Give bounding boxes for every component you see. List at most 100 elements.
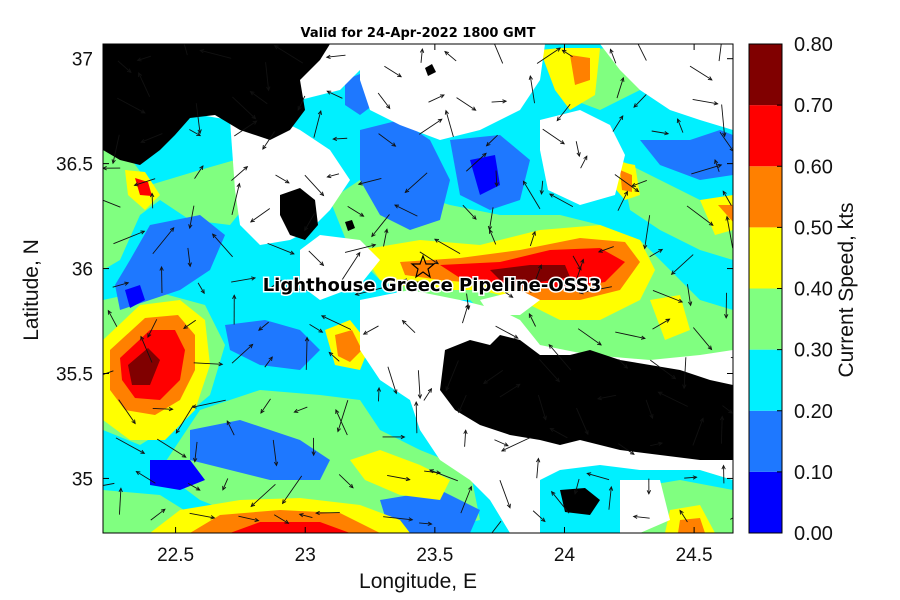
current-arrowhead bbox=[636, 39, 639, 43]
current-arrowhead bbox=[720, 35, 723, 39]
current-arrow bbox=[577, 328, 602, 346]
current-arrowhead bbox=[664, 131, 670, 136]
current-arrow bbox=[541, 180, 544, 195]
colorbar-label: Current Speed, kts bbox=[835, 202, 858, 377]
current-arrow bbox=[140, 133, 163, 143]
current-arrow bbox=[633, 515, 650, 519]
colorbar: 0.00 0.10 0.20 0.30 0.40 0.50 0.60 0.70 0.80 bbox=[748, 34, 833, 545]
current-arrow bbox=[637, 44, 647, 61]
current-arrow bbox=[387, 475, 410, 481]
current-arrow bbox=[264, 356, 273, 368]
current-arrow bbox=[193, 362, 223, 365]
current-arrowhead bbox=[140, 230, 146, 235]
contour-band bbox=[640, 130, 733, 180]
current-arrowhead bbox=[131, 419, 136, 425]
current-arrow bbox=[536, 47, 561, 64]
current-arrow bbox=[460, 486, 472, 514]
current-arrow bbox=[671, 254, 694, 275]
x-axis: 22.5 23 23.5 24 24.5 bbox=[157, 44, 713, 566]
current-arrowhead bbox=[317, 109, 322, 115]
current-arrowhead bbox=[657, 391, 663, 396]
current-arrowhead bbox=[482, 152, 487, 158]
current-arrowhead bbox=[226, 420, 231, 426]
current-arrowhead bbox=[578, 290, 584, 295]
current-arrowhead bbox=[688, 301, 693, 307]
current-arrow bbox=[423, 388, 432, 401]
current-arrowhead bbox=[623, 364, 629, 369]
current-arrow bbox=[529, 75, 535, 104]
current-arrowhead bbox=[539, 190, 544, 196]
current-arrowhead bbox=[728, 409, 733, 414]
current-arrowhead bbox=[326, 173, 332, 179]
contour-band bbox=[620, 170, 632, 192]
current-arrow bbox=[598, 246, 614, 253]
current-arrowhead bbox=[140, 335, 145, 341]
current-arrowhead bbox=[500, 447, 506, 452]
current-arrowhead bbox=[632, 514, 638, 519]
current-arrow bbox=[692, 98, 718, 105]
current-arrowhead bbox=[713, 101, 719, 106]
current-arrow bbox=[434, 238, 461, 255]
current-arrow bbox=[542, 128, 565, 145]
current-arrowhead bbox=[555, 377, 560, 383]
current-arrow bbox=[394, 204, 418, 217]
current-arrow bbox=[231, 344, 253, 364]
current-arrow bbox=[304, 213, 315, 231]
current-arrowhead bbox=[722, 132, 727, 138]
contour-band bbox=[718, 205, 733, 222]
current-arrowhead bbox=[678, 298, 684, 303]
current-arrow bbox=[651, 130, 669, 135]
current-arrowhead bbox=[251, 276, 257, 281]
current-arrow bbox=[618, 443, 635, 455]
current-arrowhead bbox=[168, 406, 174, 412]
current-arrow bbox=[677, 118, 684, 133]
current-arrow bbox=[644, 215, 651, 249]
colorbar-swatch bbox=[749, 166, 782, 228]
current-arrow bbox=[200, 49, 232, 59]
current-arrow bbox=[610, 49, 617, 64]
current-arrowhead bbox=[502, 99, 508, 104]
current-arrow bbox=[183, 44, 188, 56]
current-arrow bbox=[645, 399, 653, 419]
current-arrowhead bbox=[472, 215, 477, 220]
current-arrowhead bbox=[384, 228, 389, 234]
current-arrow bbox=[587, 472, 610, 481]
x-tick-label: 23 bbox=[295, 545, 316, 566]
current-arrowhead bbox=[315, 510, 320, 516]
current-arrow bbox=[226, 420, 235, 436]
current-arrowhead bbox=[428, 469, 434, 474]
contour-band bbox=[230, 522, 350, 533]
kythira-island bbox=[280, 188, 318, 240]
current-arrow bbox=[537, 394, 547, 420]
current-arrowhead bbox=[289, 250, 295, 255]
current-arrowhead bbox=[376, 386, 382, 392]
current-arrowhead bbox=[284, 519, 290, 524]
current-arrow bbox=[150, 508, 166, 521]
current-arrowhead bbox=[513, 334, 519, 339]
current-arrow bbox=[327, 90, 343, 99]
current-arrow bbox=[419, 251, 439, 265]
current-arrow bbox=[134, 178, 156, 186]
current-arrowhead bbox=[417, 394, 423, 400]
current-arrow bbox=[499, 480, 511, 508]
current-arrowhead bbox=[181, 453, 187, 458]
current-arrowhead bbox=[222, 485, 227, 491]
current-arrowhead bbox=[179, 29, 182, 33]
current-arrowhead bbox=[147, 333, 152, 339]
station-marker: Lighthouse Greece Pipeline-OSS3 bbox=[261, 254, 603, 298]
current-arrow bbox=[197, 282, 205, 294]
colorbar-tick-label: 0.20 bbox=[794, 401, 833, 423]
current-arrowhead bbox=[304, 336, 310, 342]
current-arrowhead bbox=[427, 387, 433, 393]
current-arrow bbox=[523, 181, 541, 210]
current-arrowhead bbox=[187, 262, 192, 268]
current-arrowhead bbox=[320, 315, 326, 320]
colorbar-tick-label: 0.50 bbox=[794, 217, 833, 239]
current-arrowhead bbox=[268, 356, 273, 362]
current-arrow bbox=[136, 471, 156, 484]
current-arrow bbox=[194, 165, 204, 179]
current-arrow bbox=[383, 229, 388, 247]
current-arrow bbox=[192, 399, 226, 408]
current-arrow bbox=[294, 406, 308, 413]
current-arrowhead bbox=[620, 76, 625, 82]
